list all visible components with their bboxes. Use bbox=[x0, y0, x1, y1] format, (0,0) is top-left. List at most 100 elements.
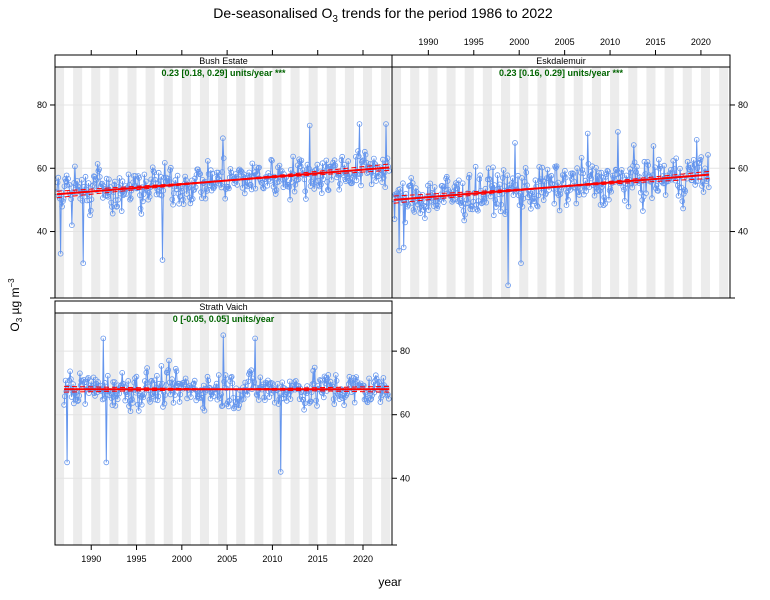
data-point bbox=[303, 196, 309, 202]
data-point bbox=[476, 176, 483, 183]
data-point bbox=[356, 121, 363, 127]
data-point bbox=[311, 364, 318, 371]
data-point bbox=[644, 159, 651, 165]
data-point bbox=[637, 189, 644, 196]
data-point bbox=[147, 399, 153, 405]
data-point bbox=[603, 171, 610, 177]
data-point bbox=[355, 153, 362, 160]
data-point bbox=[91, 173, 97, 180]
data-point bbox=[192, 175, 198, 182]
data-point bbox=[582, 177, 589, 184]
data-point bbox=[161, 400, 168, 407]
data-point bbox=[567, 187, 573, 193]
year-shade-band bbox=[326, 67, 336, 298]
data-point bbox=[318, 190, 325, 197]
data-point bbox=[571, 178, 577, 185]
data-point bbox=[196, 395, 203, 401]
data-point bbox=[649, 195, 655, 201]
data-point bbox=[601, 194, 608, 201]
data-point bbox=[166, 357, 172, 364]
data-point bbox=[155, 169, 162, 176]
data-point bbox=[523, 169, 530, 176]
data-point bbox=[111, 379, 118, 385]
data-point bbox=[569, 170, 576, 177]
data-point bbox=[621, 186, 627, 193]
data-point bbox=[630, 163, 636, 169]
data-point bbox=[160, 404, 166, 410]
data-point bbox=[354, 171, 361, 178]
data-point bbox=[234, 182, 241, 188]
data-point bbox=[92, 176, 99, 182]
data-point bbox=[68, 394, 75, 400]
data-point bbox=[162, 392, 169, 398]
data-point bbox=[531, 196, 538, 202]
year-shade-band bbox=[109, 313, 119, 545]
data-point bbox=[372, 372, 379, 379]
panel-name: Strath Vaich bbox=[199, 302, 247, 312]
data-point bbox=[140, 198, 146, 205]
data-point bbox=[202, 195, 209, 202]
data-point bbox=[690, 157, 697, 163]
data-point bbox=[228, 374, 234, 381]
data-point bbox=[602, 201, 608, 207]
data-point bbox=[512, 140, 518, 146]
year-shade-band bbox=[682, 67, 692, 298]
data-point bbox=[692, 182, 698, 188]
data-point bbox=[370, 172, 376, 179]
data-point bbox=[619, 173, 626, 179]
data-point bbox=[155, 393, 162, 400]
data-point bbox=[177, 193, 183, 200]
data-point bbox=[314, 403, 320, 409]
data-point bbox=[239, 392, 246, 399]
data-point bbox=[400, 244, 407, 251]
y-axis-title: O3 µg m−3 bbox=[7, 278, 24, 332]
data-point bbox=[132, 375, 138, 381]
data-point bbox=[662, 192, 669, 198]
data-point bbox=[481, 199, 487, 205]
data-point bbox=[88, 196, 95, 203]
data-point bbox=[222, 195, 229, 202]
data-point bbox=[402, 219, 409, 226]
data-point bbox=[251, 379, 258, 385]
data-point bbox=[573, 200, 580, 207]
data-point bbox=[325, 372, 332, 378]
data-point bbox=[360, 382, 367, 389]
data-point bbox=[383, 121, 389, 127]
data-point bbox=[273, 187, 280, 193]
data-point bbox=[137, 205, 144, 212]
data-point bbox=[63, 172, 70, 179]
data-point bbox=[240, 396, 247, 402]
data-point bbox=[462, 200, 469, 207]
data-point bbox=[607, 185, 614, 192]
year-shade-band bbox=[446, 67, 456, 298]
data-point bbox=[325, 187, 332, 194]
data-point bbox=[705, 152, 711, 158]
data-point bbox=[705, 184, 712, 191]
data-point bbox=[336, 396, 343, 402]
data-point bbox=[372, 161, 379, 168]
data-point bbox=[178, 185, 185, 192]
data-point bbox=[417, 210, 424, 217]
data-point bbox=[368, 181, 375, 188]
data-point bbox=[382, 184, 389, 191]
data-point bbox=[109, 210, 116, 217]
data-point bbox=[593, 188, 600, 195]
data-point bbox=[577, 170, 584, 176]
data-point bbox=[254, 171, 260, 178]
data-point bbox=[184, 395, 190, 402]
data-point bbox=[176, 380, 182, 387]
data-point bbox=[232, 171, 239, 177]
year-shade-band bbox=[573, 67, 583, 298]
data-point bbox=[80, 260, 86, 267]
data-point bbox=[333, 377, 340, 384]
data-point bbox=[219, 169, 225, 175]
data-point bbox=[625, 203, 632, 210]
data-point bbox=[627, 169, 634, 176]
data-point bbox=[195, 166, 201, 173]
data-point bbox=[555, 179, 561, 186]
data-point bbox=[440, 199, 447, 205]
data-point bbox=[591, 192, 598, 199]
data-point bbox=[605, 168, 611, 175]
data-point bbox=[158, 174, 164, 180]
data-point bbox=[61, 402, 67, 408]
